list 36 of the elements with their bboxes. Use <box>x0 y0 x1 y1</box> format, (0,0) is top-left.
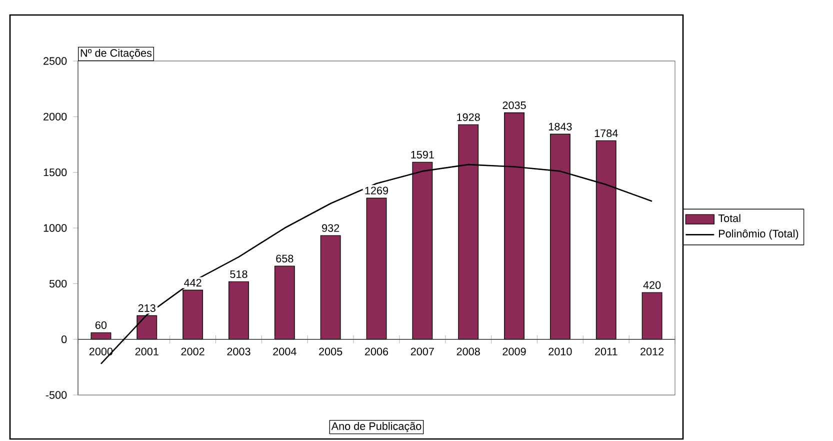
data-label: 658 <box>276 254 294 262</box>
data-label: 1784 <box>594 129 618 138</box>
y-tick-label: 1000 <box>44 224 67 232</box>
data-label: 420 <box>643 281 661 289</box>
data-label: 60 <box>95 321 107 329</box>
data-label: 1269 <box>365 186 388 194</box>
data-label: 2035 <box>502 101 526 110</box>
x-tick-label: 2008 <box>456 348 480 356</box>
x-tick-label: 2003 <box>227 348 250 356</box>
legend-label: Polinômio (Total) <box>719 229 798 240</box>
legend-label: Total <box>718 214 740 222</box>
data-label: 213 <box>138 304 156 312</box>
y-tick-label: 0 <box>62 336 67 344</box>
y-tick-label: 500 <box>49 280 67 288</box>
x-tick-label: 2004 <box>273 348 296 356</box>
x-tick-label: 2009 <box>502 348 526 356</box>
x-tick-label: 2012 <box>640 348 664 356</box>
y-tick-label: 1500 <box>44 168 67 176</box>
x-tick-label: 2010 <box>548 348 572 356</box>
data-label: 518 <box>230 270 248 278</box>
y-tick-label: -500 <box>46 391 67 399</box>
data-label: 1843 <box>548 122 572 130</box>
x-tick-label: 2011 <box>595 348 618 356</box>
x-tick-label: 2002 <box>181 348 204 356</box>
x-axis-title: Ano de Publicação <box>331 422 422 432</box>
data-label: 1591 <box>411 150 434 159</box>
data-label: 932 <box>322 224 340 232</box>
y-axis-title: Nº de Citações <box>80 48 152 59</box>
x-tick-label: 2007 <box>410 348 434 356</box>
x-tick-label: 2005 <box>319 348 342 356</box>
data-label: 1928 <box>457 113 480 122</box>
x-tick-label: 2000 <box>89 348 113 356</box>
x-tick-label: 2001 <box>135 348 158 356</box>
y-tick-label: 2000 <box>44 112 67 120</box>
x-tick-label: 2006 <box>365 348 388 356</box>
y-tick-label: 2500 <box>44 57 67 65</box>
